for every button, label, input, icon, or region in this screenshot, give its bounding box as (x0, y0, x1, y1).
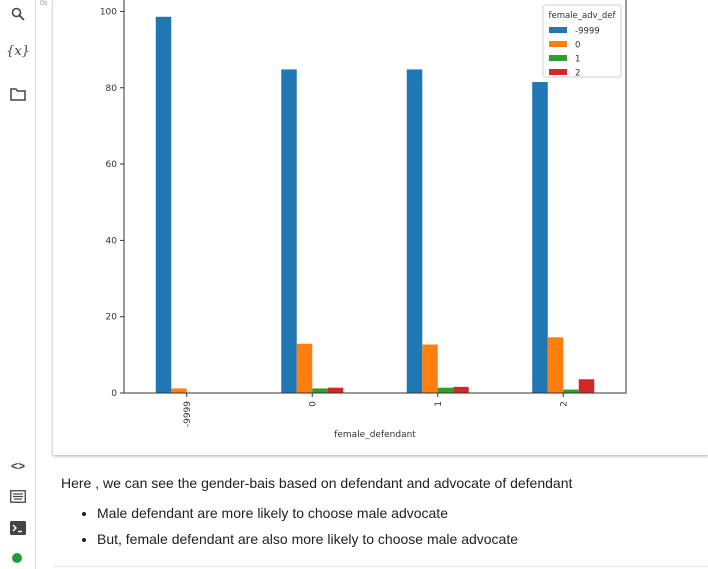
bar (406, 69, 423, 393)
markdown-cell: Here , we can see the gender-bais based … (61, 473, 701, 555)
plot-frame (123, 0, 627, 394)
y-tick-label: 0 (111, 389, 117, 399)
legend-label: -9999 (575, 27, 600, 37)
bar (422, 344, 438, 393)
bar (453, 386, 469, 393)
legend-label: 1 (575, 55, 580, 65)
y-tick-label: 20 (106, 313, 118, 323)
bullet-list: Male defendant are more likely to choose… (61, 503, 701, 549)
legend-label: 0 (575, 41, 580, 51)
legend-swatch (549, 55, 567, 61)
x-tick-label: 0 (308, 401, 318, 407)
left-sidebar: {x} <> (0, 0, 36, 569)
bar (312, 388, 328, 393)
bar (171, 388, 187, 393)
legend-label: 2 (575, 69, 580, 79)
execution-time: 0s (40, 0, 48, 7)
bullet-item: Male defendant are more likely to choose… (97, 503, 701, 523)
bar (155, 16, 172, 393)
command-palette-icon[interactable] (8, 486, 28, 506)
legend-swatch (549, 69, 567, 75)
variables-icon[interactable]: {x} (6, 43, 30, 59)
bar (563, 389, 579, 393)
status-indicator (12, 553, 22, 563)
legend-swatch (549, 41, 567, 47)
bullet-item: But, female defendant are also more like… (97, 529, 701, 549)
bar (437, 387, 454, 393)
bar (532, 82, 548, 393)
search-icon[interactable] (8, 4, 28, 24)
y-tick-label: 60 (106, 160, 118, 170)
markdown-paragraph: Here , we can see the gender-bais based … (61, 475, 573, 491)
y-tick-label: 80 (106, 84, 118, 94)
x-tick-label: 1 (434, 401, 444, 407)
y-tick-label: 40 (106, 236, 118, 246)
code-snippets-icon[interactable]: <> (10, 459, 25, 473)
x-tick-label: -9999 (183, 401, 193, 427)
bar (578, 379, 595, 393)
y-tick-label: 100 (100, 7, 117, 17)
x-axis-label: female_defendant (334, 430, 416, 440)
legend-title: female_adv_def (548, 11, 616, 21)
folder-icon[interactable] (8, 84, 28, 104)
bar (547, 337, 564, 393)
cell-divider (53, 566, 708, 567)
terminal-icon[interactable] (8, 518, 28, 538)
bar (281, 69, 297, 393)
legend-swatch (549, 27, 567, 33)
bar-chart: -9999 0 1 2020406080100female_defendantfema… (100, 0, 627, 440)
x-tick-label: 2 (559, 401, 569, 407)
bar (327, 387, 344, 393)
bar (296, 343, 313, 393)
